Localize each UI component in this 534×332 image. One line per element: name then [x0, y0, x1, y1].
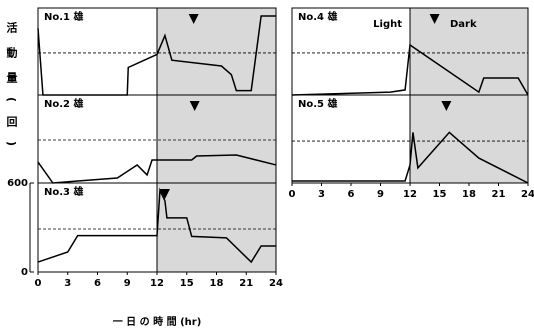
- dark-shade: [157, 95, 276, 183]
- peak-marker: [159, 189, 170, 199]
- x-tick-label: 0: [35, 278, 42, 289]
- x-tick-label: 15: [180, 278, 194, 289]
- y-tick-label: 0: [21, 267, 28, 278]
- annotation: Light: [373, 19, 402, 30]
- peak-marker: [188, 14, 199, 24]
- x-tick-label: 12: [150, 278, 164, 289]
- x-tick-label: 6: [94, 278, 101, 289]
- panel-title: No.4 雄: [298, 10, 337, 23]
- annotation: Dark: [450, 19, 477, 30]
- x-tick-label: 15: [433, 189, 447, 200]
- data-line: [37, 154, 277, 184]
- panel-title: No.2 雄: [44, 97, 83, 110]
- peak-marker: [189, 101, 200, 111]
- x-tick-label: 3: [318, 189, 325, 200]
- panel-title: No.1 雄: [44, 10, 83, 23]
- x-tick-label: 9: [377, 189, 384, 200]
- y-tick-label: 600: [7, 178, 28, 189]
- y-axis-label: 活動量(回): [5, 22, 18, 161]
- x-axis-label: 一 日 の 時 間 (hr): [113, 315, 202, 328]
- data-line: [291, 43, 529, 96]
- dark-shade: [410, 8, 528, 95]
- panel-title: No.3 雄: [44, 185, 83, 198]
- x-tick-label: 21: [239, 278, 253, 289]
- x-tick-label: 18: [462, 189, 476, 200]
- panel-title: No.5 雄: [298, 97, 337, 110]
- x-tick-label: 9: [124, 278, 131, 289]
- data-line: [37, 187, 276, 264]
- peak-marker: [441, 101, 452, 111]
- peak-marker: [429, 14, 440, 24]
- x-tick-label: 12: [403, 189, 417, 200]
- x-tick-label: 21: [492, 189, 506, 200]
- dark-shade: [157, 8, 276, 95]
- data-line: [292, 131, 529, 184]
- x-tick-label: 24: [521, 189, 534, 200]
- dark-shade: [157, 183, 276, 272]
- x-tick-label: 3: [64, 278, 71, 289]
- x-tick-label: 24: [269, 278, 283, 289]
- dark-shade: [410, 95, 528, 183]
- x-tick-label: 18: [210, 278, 224, 289]
- x-tick-label: 6: [348, 189, 355, 200]
- x-tick-label: 0: [289, 189, 296, 200]
